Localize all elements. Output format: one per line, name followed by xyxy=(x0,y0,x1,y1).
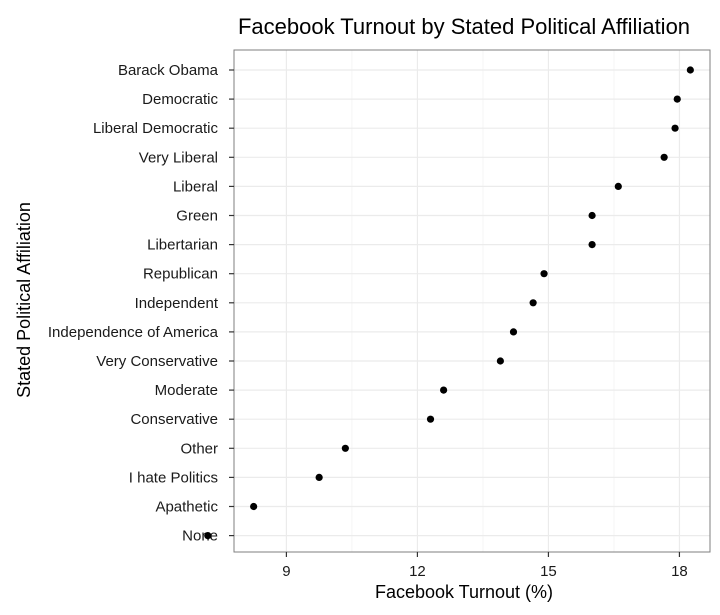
x-tick-label: 15 xyxy=(540,563,557,580)
y-tick-label: Independence of America xyxy=(48,324,219,341)
x-axis: 9 12 15 18 xyxy=(282,552,688,580)
y-tick-label: Other xyxy=(180,440,218,457)
y-tick-label: Very Conservative xyxy=(96,353,218,370)
y-tick-label: Democratic xyxy=(142,91,218,108)
data-point xyxy=(540,270,548,278)
data-points xyxy=(204,66,694,540)
y-tick-label: Green xyxy=(176,208,218,225)
chart-title: Facebook Turnout by Stated Political Aff… xyxy=(238,14,690,39)
data-point xyxy=(204,532,212,540)
plot-panel xyxy=(233,49,711,553)
y-axis-title: Stated Political Affiliation xyxy=(14,202,34,398)
y-tick-label: Very Liberal xyxy=(139,149,218,166)
y-tick-label: Republican xyxy=(143,266,218,283)
data-point xyxy=(660,153,668,161)
data-point xyxy=(250,502,258,511)
panel-border xyxy=(233,49,711,553)
y-tick-label: Conservative xyxy=(130,411,218,428)
data-point xyxy=(496,357,504,365)
x-tick-label: 9 xyxy=(282,563,290,580)
data-point xyxy=(440,386,448,394)
y-tick-label: Moderate xyxy=(155,382,218,399)
x-tick-label: 18 xyxy=(671,563,688,580)
data-point xyxy=(614,182,622,190)
y-tick-label: Apathetic xyxy=(155,499,218,516)
data-point xyxy=(686,66,694,74)
y-tick-label: None xyxy=(182,528,218,545)
x-axis-title: Facebook Turnout (%) xyxy=(375,582,553,602)
y-tick-label: I hate Politics xyxy=(129,469,218,486)
data-point xyxy=(341,444,349,452)
data-point xyxy=(588,241,596,249)
y-tick-label: Libertarian xyxy=(147,237,218,254)
data-point xyxy=(509,328,518,336)
data-point xyxy=(315,473,323,481)
y-tick-label: Liberal xyxy=(173,178,218,195)
data-point xyxy=(426,415,435,423)
y-tick-label: Barack Obama xyxy=(118,62,219,79)
y-tick-label: Liberal Democratic xyxy=(93,120,219,137)
data-point xyxy=(673,95,681,103)
data-point xyxy=(671,124,679,132)
data-point xyxy=(529,299,537,307)
x-tick-label: 12 xyxy=(409,563,426,580)
y-tick-label: Independent xyxy=(135,295,219,312)
data-point xyxy=(588,211,596,220)
y-axis: Barack Obama Democratic Liberal Democratic… xyxy=(48,62,234,545)
